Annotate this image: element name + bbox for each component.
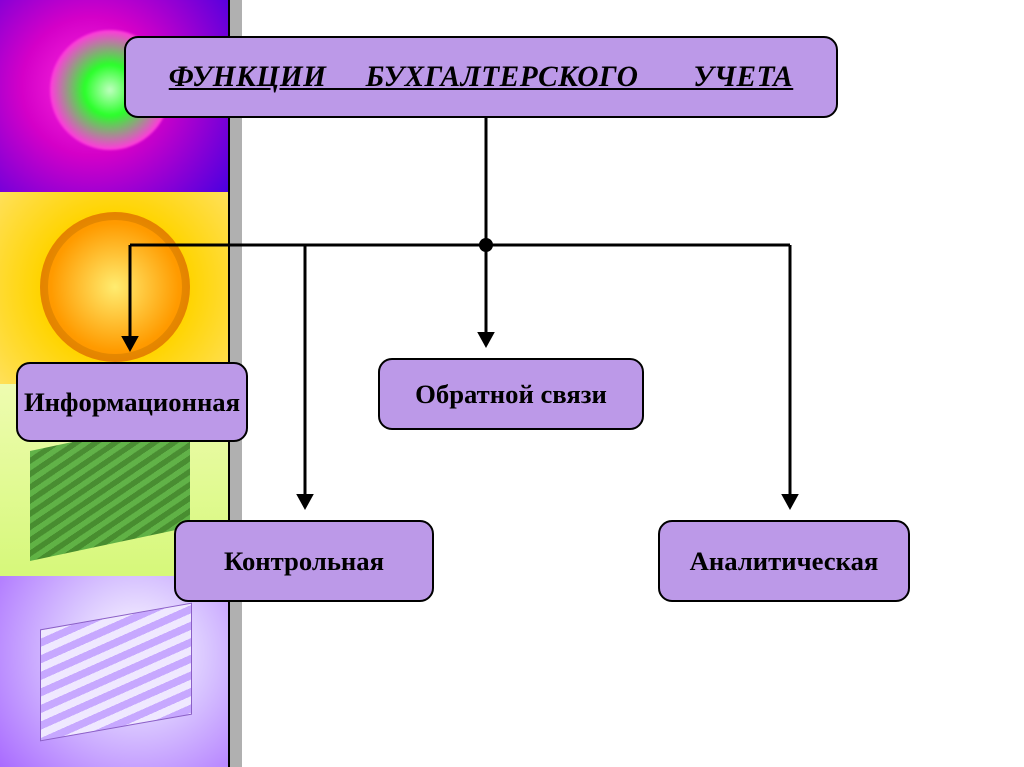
node-informational: Информационная: [16, 362, 248, 442]
node-analytic: Аналитическая: [658, 520, 910, 602]
node-label: Аналитическая: [690, 546, 879, 577]
title-node: ФУНКЦИИ БУХГАЛТЕРСКОГО УЧЕТА: [124, 36, 838, 118]
sidebar-photo-4: [0, 576, 228, 767]
slide-canvas: ФУНКЦИИ БУХГАЛТЕРСКОГО УЧЕТА Информацион…: [0, 0, 1024, 767]
node-label: Обратной связи: [415, 379, 607, 410]
node-feedback: Обратной связи: [378, 358, 644, 430]
node-label: Контрольная: [224, 546, 384, 577]
node-control: Контрольная: [174, 520, 434, 602]
node-label: Информационная: [24, 387, 240, 418]
sidebar-photo-2: [0, 192, 228, 384]
title-text: ФУНКЦИИ БУХГАЛТЕРСКОГО УЧЕТА: [169, 61, 794, 94]
